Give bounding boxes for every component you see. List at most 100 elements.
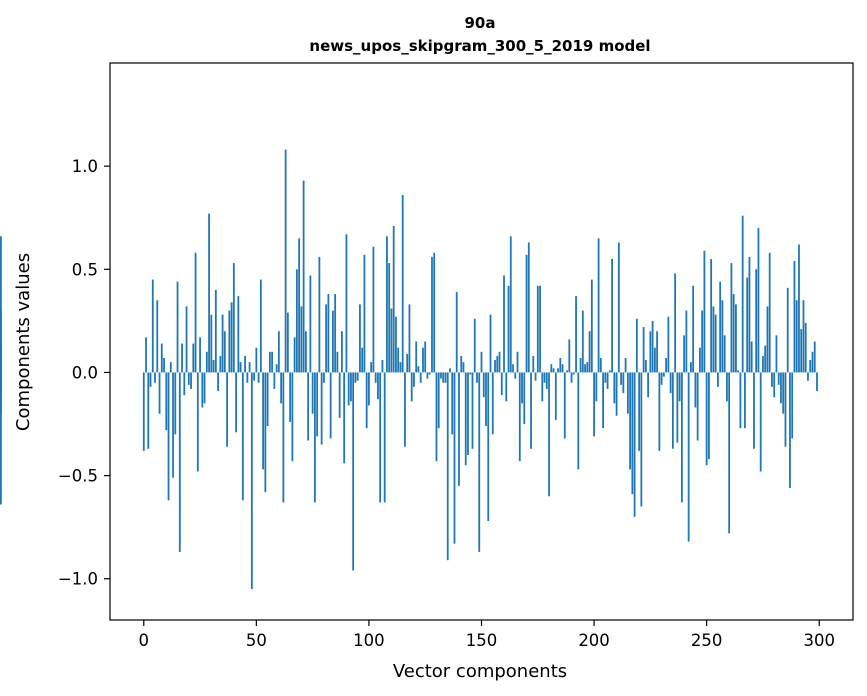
bar-271	[753, 372, 755, 449]
bar-203	[599, 358, 602, 373]
bar-225	[649, 331, 652, 373]
bar-55	[266, 372, 269, 427]
bar-111	[392, 225, 395, 373]
bar-125	[424, 341, 427, 373]
bar-91	[347, 372, 350, 406]
bar-126	[426, 372, 429, 379]
bar-147	[473, 318, 476, 373]
bar-154	[489, 314, 492, 373]
bar-29	[208, 213, 210, 373]
bar-232	[665, 358, 668, 373]
bar-45	[244, 355, 246, 373]
bar-267	[744, 372, 746, 429]
bar-41	[235, 372, 237, 433]
bar-247	[699, 347, 701, 373]
bar-70	[300, 306, 303, 373]
bar-192	[575, 296, 577, 373]
bar-216	[629, 372, 631, 470]
bar-282	[777, 372, 780, 385]
bar-178	[543, 372, 546, 383]
bar-134	[444, 372, 447, 383]
bar-296	[809, 360, 812, 373]
bar-249	[703, 250, 706, 373]
bar-263	[735, 304, 737, 373]
bar-161	[505, 372, 508, 402]
bar-146	[471, 372, 474, 449]
bar-276	[764, 345, 767, 373]
bar-218	[633, 372, 636, 517]
bar-121	[415, 341, 418, 373]
bar-231	[662, 372, 665, 377]
bar-141	[460, 355, 463, 373]
bar-185	[559, 358, 562, 373]
bar-138	[453, 372, 456, 544]
bar-52	[259, 279, 262, 373]
bar-13	[172, 372, 174, 478]
bar-265	[739, 372, 742, 429]
bar-undefined	[0, 310, 2, 373]
bar-248	[701, 310, 704, 373]
bar-88	[341, 331, 343, 373]
bar-129	[433, 252, 436, 373]
bar-236	[674, 273, 677, 373]
bar-205	[604, 372, 607, 383]
bar-299	[816, 372, 818, 392]
bar-290	[795, 300, 798, 373]
bar-234	[669, 372, 672, 394]
bar-295	[807, 372, 809, 381]
bar-174	[534, 372, 537, 381]
bar-281	[775, 335, 778, 373]
bar-219	[635, 318, 638, 373]
bar-undefined	[0, 236, 2, 373]
bar-11	[167, 372, 170, 501]
bar-43	[239, 362, 242, 373]
bar-136	[449, 368, 451, 373]
bar-100	[368, 372, 370, 406]
bar-95	[356, 372, 359, 381]
x-tick-label: 250	[691, 631, 723, 650]
bar-133	[442, 372, 445, 383]
bar-104	[377, 372, 379, 400]
bar-193	[577, 372, 580, 470]
bar-142	[462, 362, 465, 373]
bar-224	[647, 372, 650, 398]
bar-102	[372, 246, 375, 373]
bar-288	[791, 372, 794, 439]
bar-131	[437, 372, 440, 429]
bar-107	[383, 372, 386, 503]
bar-208	[611, 258, 613, 373]
bar-44	[241, 372, 244, 501]
bar-83	[329, 372, 332, 439]
bar-85	[334, 294, 337, 373]
bar-137	[451, 372, 454, 435]
bar-191	[572, 372, 575, 375]
bar-53	[262, 372, 264, 470]
bar-61	[280, 372, 283, 404]
bar-89	[343, 372, 346, 464]
bar-239	[680, 372, 683, 503]
bar-1	[145, 337, 147, 373]
bar-23	[194, 252, 197, 373]
bar-10	[165, 372, 168, 431]
bar-undefined	[0, 366, 2, 373]
bar-96	[359, 304, 361, 373]
bar-175	[536, 285, 539, 373]
bar-86	[336, 351, 339, 373]
bar-209	[613, 372, 616, 404]
bar-144	[467, 372, 469, 455]
bar-195	[581, 310, 584, 373]
bar-261	[730, 263, 733, 373]
bar-40	[232, 263, 235, 373]
bar-297	[811, 351, 814, 373]
plot-frame	[109, 62, 854, 621]
bar-227	[653, 347, 656, 373]
bar-179	[545, 372, 548, 389]
bar-158	[498, 351, 501, 373]
bar-246	[696, 372, 699, 441]
bar-245	[694, 372, 697, 408]
bar-291	[798, 244, 800, 373]
bar-124	[422, 347, 424, 373]
bar-72	[304, 331, 307, 373]
bar-143	[464, 372, 467, 466]
bar-35	[221, 314, 224, 373]
